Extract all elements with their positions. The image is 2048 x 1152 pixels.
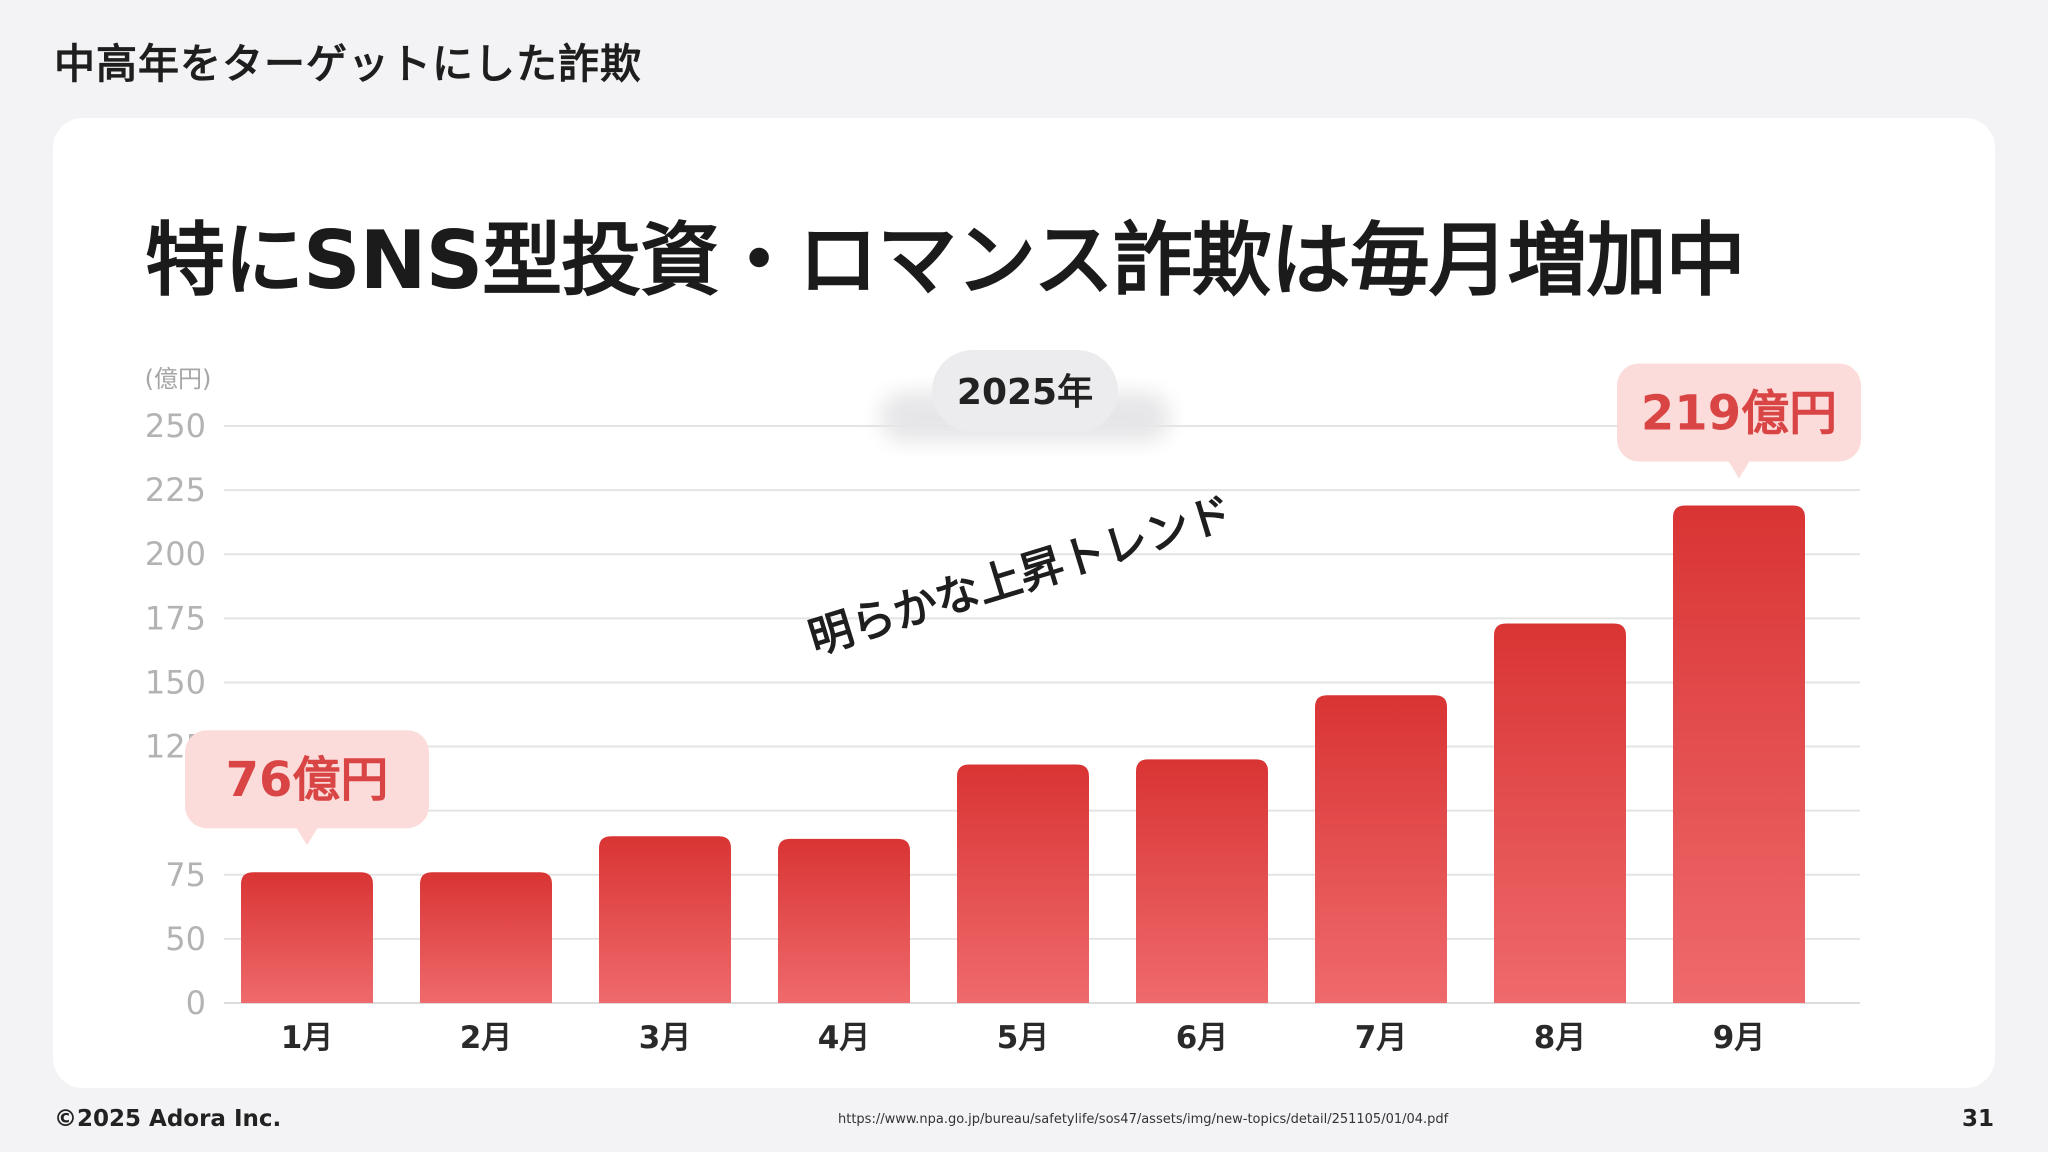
callout-label: 76億円 [226,752,389,808]
y-axis-unit-label: (億円) [145,365,212,393]
x-tick-label: 4月 [818,1020,871,1056]
callout-pointer [1728,460,1750,479]
x-tick-label: 1月 [281,1020,334,1056]
y-tick-label: 175 [145,599,206,637]
callout-pointer [296,827,318,846]
y-tick-label: 75 [165,856,206,894]
bar [599,836,731,1003]
section-title: 中高年をターゲットにした詐欺 [54,40,642,88]
y-tick-label: 0 [186,984,206,1022]
bars-layer [241,505,1805,1003]
y-tick-label: 50 [165,920,206,958]
bar [420,872,552,1003]
bar [957,764,1089,1003]
year-badge [932,350,1118,432]
x-tick-label: 3月 [639,1020,692,1056]
x-tick-label: 8月 [1534,1020,1587,1056]
source-link[interactable]: https://www.npa.go.jp/bureau/safetylife/… [838,1112,1449,1127]
callouts-layer: 76億円 219億円 [185,363,1861,846]
page-number: 31 [1961,1106,1994,1132]
bar [1494,623,1626,1003]
x-tick-label: 9月 [1713,1020,1766,1056]
bar [241,872,373,1003]
x-tick-label: 2月 [460,1020,513,1056]
bar [1673,505,1805,1003]
x-tick-label: 6月 [1176,1020,1229,1056]
x-tick-label: 7月 [1355,1020,1408,1056]
y-tick-label: 250 [145,407,206,445]
value-callout [1617,363,1861,462]
callout-label: 219億円 [1641,385,1837,441]
page-title: 特にSNS型投資・ロマンス詐欺は毎月増加中 [145,214,1746,307]
bar [1136,759,1268,1003]
y-tick-label: 200 [145,535,206,573]
x-tick-label: 5月 [997,1020,1050,1056]
y-tick-label: 150 [145,663,206,701]
y-tick-label: 225 [145,471,206,509]
bar [778,838,910,1003]
year-badge-label: 2025年 [957,372,1093,413]
trend-annotation: 明らかな上昇トレンド [803,487,1239,664]
value-callout [185,730,429,829]
copyright: ©2025 Adora Inc. [54,1106,282,1132]
bar [1315,695,1447,1003]
